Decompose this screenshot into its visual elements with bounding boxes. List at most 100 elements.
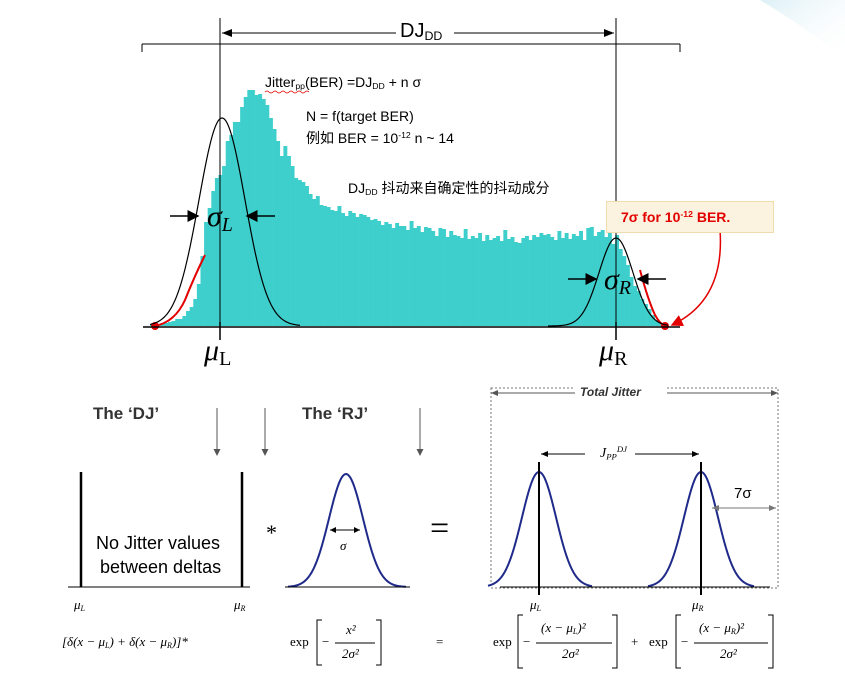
- histogram-bar: [337, 206, 342, 326]
- histogram-bar: [330, 210, 335, 326]
- total-jitter-arrow-l: [491, 390, 498, 396]
- histogram-bar: [294, 178, 299, 326]
- sigma-r-symbol: σ: [604, 263, 619, 296]
- histogram-bar: [222, 166, 227, 326]
- histogram-bar: [186, 311, 190, 326]
- histogram-bar: [625, 265, 630, 326]
- histogram-bar: [168, 322, 172, 326]
- frac-num-l: (x − μL)²: [541, 620, 586, 636]
- equals-sign: =: [430, 510, 450, 547]
- histogram-bar: [636, 291, 641, 326]
- histogram-bar: [387, 224, 392, 326]
- mu-r-small-a: μ: [234, 597, 241, 612]
- histogram-bar: [629, 277, 634, 326]
- example-line: 例如 BER = 10-12 n ~ 14: [306, 128, 454, 148]
- histogram-bar: [517, 243, 522, 326]
- frac-num-r-end: )²: [735, 620, 745, 635]
- histogram-bar: [582, 240, 587, 326]
- histogram-bar: [600, 230, 605, 326]
- example-a: 例如 BER = 10: [306, 130, 399, 146]
- mu-l-total-sub: L: [536, 604, 542, 613]
- rj-sigma-arrow-r: [354, 527, 360, 533]
- histogram-bar: [171, 321, 176, 326]
- histogram-bar: [460, 238, 464, 326]
- total-jitter-box: [490, 387, 779, 589]
- rj-sigma-label: σ: [340, 538, 347, 553]
- mu-l-total-a: μ: [530, 597, 537, 612]
- histogram-bar: [532, 235, 537, 326]
- example-b: n ~ 14: [410, 130, 454, 146]
- dj-dd-label: DJDD: [400, 20, 442, 43]
- histogram-bar: [391, 228, 396, 326]
- histogram-bar: [409, 221, 414, 326]
- bracket-l-left: [517, 614, 523, 669]
- histogram-bar: [575, 236, 580, 326]
- delta-eq-mid: ) + δ(x − μ: [109, 634, 168, 649]
- histogram-bar: [524, 236, 529, 326]
- frac-den-l: 2σ²: [562, 646, 579, 661]
- histogram-bar: [485, 235, 490, 326]
- histogram-bar: [164, 323, 169, 326]
- histogram-bar: [492, 238, 497, 326]
- histogram-bar: [297, 180, 302, 326]
- histogram-bar: [225, 141, 230, 326]
- n-line: N = f(target BER): [306, 108, 414, 124]
- example-exp: -12: [398, 129, 411, 140]
- histogram-bar: [189, 307, 194, 326]
- histogram-bar: [319, 205, 324, 326]
- histogram-bar: [232, 122, 237, 326]
- right-gaussian-curve: [547, 237, 669, 327]
- delta-eq-sub-r: R: [167, 641, 172, 650]
- jpp-mask: [585, 444, 635, 462]
- the-rj-label: The ‘RJ’: [302, 404, 369, 423]
- histogram-bar: [478, 233, 483, 326]
- histogram-bar: [395, 223, 400, 326]
- histogram-bar: [240, 107, 245, 326]
- histogram-bar: [406, 230, 410, 326]
- histogram-bar: [651, 315, 656, 326]
- histogram-bar: [424, 227, 428, 326]
- jpp-arrow-r: [692, 451, 699, 457]
- histogram-bar: [355, 217, 360, 326]
- histogram-bar: [312, 199, 317, 326]
- red-callout-arrow: [670, 229, 722, 326]
- histogram-bar: [449, 231, 454, 326]
- histogram-bar: [344, 216, 349, 326]
- histogram-bar: [348, 211, 353, 326]
- mu-r-total-sub: R: [698, 604, 704, 613]
- exp-rj: exp: [290, 634, 309, 649]
- dd-a: DJ: [348, 180, 366, 196]
- histogram-bar: [369, 220, 374, 326]
- exp-r: exp: [649, 634, 668, 649]
- histogram-bar: [561, 238, 565, 326]
- histogram-bar: [247, 90, 252, 326]
- mu-l-sub: L: [219, 348, 232, 370]
- mu-r-total: μR: [692, 597, 703, 613]
- dj-text: DJ: [400, 20, 425, 42]
- rj-sigma-arrow-l: [330, 527, 336, 533]
- histogram-bar: [351, 213, 356, 326]
- histogram-bar: [200, 256, 205, 326]
- histogram-bar: [658, 323, 663, 326]
- dj-sub: DD: [424, 29, 443, 44]
- spellcheck-squiggle: [264, 90, 310, 94]
- histogram-bar: [315, 196, 320, 326]
- jpp-a: J: [600, 446, 607, 462]
- histogram-bar: [640, 299, 645, 326]
- histogram-bar: [254, 95, 259, 326]
- histogram-bar: [496, 236, 501, 326]
- histogram-bar: [359, 214, 364, 326]
- histogram-bar: [261, 99, 266, 326]
- frac-num-l-a: (x − μ: [541, 620, 573, 635]
- histogram-bar: [647, 309, 652, 326]
- left-red-tail: [154, 254, 206, 327]
- histogram-bar: [362, 215, 367, 326]
- histogram-bar: [514, 242, 519, 326]
- histogram-bar: [178, 319, 183, 326]
- jpp-label: JPPDJ: [600, 444, 627, 462]
- formula-a-sub: pp: [295, 81, 305, 92]
- histogram-bar: [427, 228, 432, 326]
- histogram-bar: [503, 230, 508, 326]
